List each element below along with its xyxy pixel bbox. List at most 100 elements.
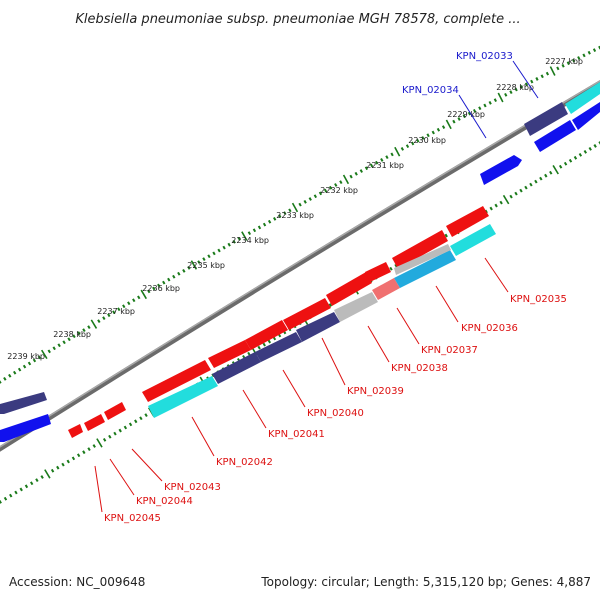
inner-ring-minor-tick — [113, 431, 117, 436]
label-leader-line — [367, 325, 390, 363]
gene-label-kpn-02036[interactable]: KPN_02036 — [461, 323, 518, 334]
outer-ring-major-tick — [445, 119, 452, 130]
gene-kpn-02035-cyan[interactable] — [450, 224, 496, 256]
outer-ring-minor-tick — [556, 66, 560, 71]
outer-ring-minor-tick — [514, 87, 518, 92]
gene-forward-blue-top[interactable] — [572, 102, 600, 130]
gene-kpn-02040-navy[interactable] — [255, 332, 302, 362]
outer-ring-minor-tick — [441, 125, 446, 129]
outer-ring-minor-tick — [187, 266, 191, 270]
outer-ring-minor-tick — [267, 219, 272, 224]
outer-ring-minor-tick — [380, 158, 384, 162]
gene-kpn-02036-cyan[interactable] — [394, 250, 456, 288]
tick-label: 2230 kbp — [408, 136, 446, 145]
outer-ring-minor-tick — [467, 111, 472, 116]
gene-kpn-02036-gray[interactable] — [394, 244, 451, 275]
inner-ring-minor-tick — [578, 152, 583, 157]
gene-label-kpn-02044[interactable]: KPN_02044 — [136, 496, 193, 507]
tick-label: 2236 kbp — [142, 284, 180, 293]
gene-kpn-02038-red[interactable] — [326, 272, 372, 306]
gene-kpn-02045[interactable] — [68, 424, 83, 438]
outer-ring-minor-tick — [67, 337, 71, 342]
outer-ring-minor-tick — [127, 301, 131, 306]
outer-ring-minor-tick — [504, 92, 508, 97]
outer-ring-minor-tick — [247, 231, 252, 236]
inner-ring-minor-tick — [40, 475, 44, 479]
gene-kpn-02036-red[interactable] — [392, 230, 448, 269]
gene-label-kpn-02043[interactable]: KPN_02043 — [164, 482, 221, 493]
outer-ring-minor-tick — [37, 355, 42, 360]
outer-ring-minor-tick — [62, 340, 66, 345]
inner-ring-minor-tick — [9, 493, 13, 498]
outer-ring-minor-tick — [112, 310, 116, 315]
inner-ring-minor-tick — [19, 487, 23, 492]
gene-kpn-02042-red[interactable] — [142, 360, 211, 402]
chromosome-backbone — [0, 80, 600, 452]
outer-ring-major-tick — [190, 260, 198, 270]
outer-ring-minor-tick — [122, 304, 126, 309]
outer-ring-minor-tick — [390, 152, 394, 157]
inner-ring-minor-tick — [262, 342, 266, 347]
gene-kpn-02033-navy[interactable] — [524, 102, 568, 136]
gene-label-kpn-02034[interactable]: KPN_02034 — [402, 85, 459, 96]
gene-label-kpn-02045[interactable]: KPN_02045 — [104, 513, 161, 524]
gene-kpn-02034[interactable] — [480, 155, 522, 185]
gene-kpn-02044[interactable] — [84, 414, 105, 431]
gene-kpn-02038-gray[interactable] — [334, 292, 378, 322]
gene-forward-cyan-top[interactable] — [565, 82, 600, 114]
inner-ring-minor-tick — [71, 456, 76, 461]
outer-ring-minor-tick — [323, 188, 328, 193]
outer-ring-minor-tick — [530, 79, 534, 84]
gene-kpn-02035-red[interactable] — [446, 206, 489, 237]
accession-text: Accession: NC_009648 — [9, 575, 145, 589]
outer-ring-minor-tick — [354, 171, 358, 176]
outer-ring-minor-tick — [462, 114, 466, 119]
outer-ring-major-tick — [342, 174, 350, 185]
inner-ring-minor-tick — [50, 468, 55, 473]
outer-ring-minor-tick — [519, 84, 523, 89]
gene-label-kpn-02039[interactable]: KPN_02039 — [347, 386, 404, 397]
outer-ring-minor-tick — [288, 208, 292, 213]
inner-ring-minor-tick — [128, 422, 133, 427]
tick-label: 2234 kbp — [231, 236, 269, 245]
gene-kpn-02039-red[interactable] — [283, 298, 331, 330]
gene-kpn-02041-navy[interactable] — [212, 352, 261, 384]
gene-label-kpn-02033[interactable]: KPN_02033 — [456, 51, 513, 62]
gene-label-kpn-02038[interactable]: KPN_02038 — [391, 363, 448, 374]
outer-ring-minor-tick — [587, 50, 591, 55]
outer-ring-minor-tick — [97, 319, 101, 324]
outer-ring-minor-tick — [12, 370, 17, 375]
gene-kpn-02039-navy[interactable] — [296, 312, 340, 342]
gene-forward-blue-left[interactable] — [0, 414, 51, 442]
outer-ring-major-tick — [241, 231, 248, 241]
label-leader-line — [131, 448, 163, 482]
gene-kpn-02040-red[interactable] — [245, 320, 288, 350]
inner-ring-minor-tick — [539, 176, 543, 181]
inner-ring-minor-tick — [568, 158, 573, 163]
outer-ring-major-tick — [90, 319, 98, 329]
outer-ring-minor-tick — [137, 295, 141, 300]
gene-label-kpn-02041[interactable]: KPN_02041 — [268, 429, 325, 440]
outer-ring-minor-tick — [313, 194, 318, 199]
gene-label-kpn-02035[interactable]: KPN_02035 — [510, 294, 567, 305]
outer-ring-minor-tick — [232, 239, 236, 244]
inner-ring-minor-tick — [139, 416, 143, 421]
inner-ring-minor-tick — [123, 425, 128, 430]
inner-ring-minor-tick — [328, 303, 333, 307]
gene-kpn-02033-blue[interactable] — [534, 120, 576, 152]
gene-label-kpn-02037[interactable]: KPN_02037 — [421, 345, 478, 356]
gene-kpn-02042-cyan[interactable] — [148, 376, 218, 418]
gene-kpn-02043[interactable] — [104, 402, 126, 420]
outer-ring-minor-tick — [252, 228, 257, 233]
gene-kpn-02041-red[interactable] — [208, 340, 251, 368]
gene-forward-navy-left[interactable] — [0, 392, 47, 414]
outer-ring-minor-tick — [540, 74, 544, 79]
inner-ring-minor-tick — [514, 191, 518, 196]
gene-label-kpn-02040[interactable]: KPN_02040 — [307, 408, 364, 419]
outer-ring-minor-tick — [416, 138, 420, 143]
gene-label-kpn-02042[interactable]: KPN_02042 — [216, 457, 273, 468]
outer-ring-minor-tick — [472, 109, 477, 113]
gene-kpn-02037-red[interactable] — [365, 262, 391, 282]
gene-kpn-02037-salmon[interactable] — [372, 278, 400, 300]
outer-ring-minor-tick — [217, 248, 221, 253]
